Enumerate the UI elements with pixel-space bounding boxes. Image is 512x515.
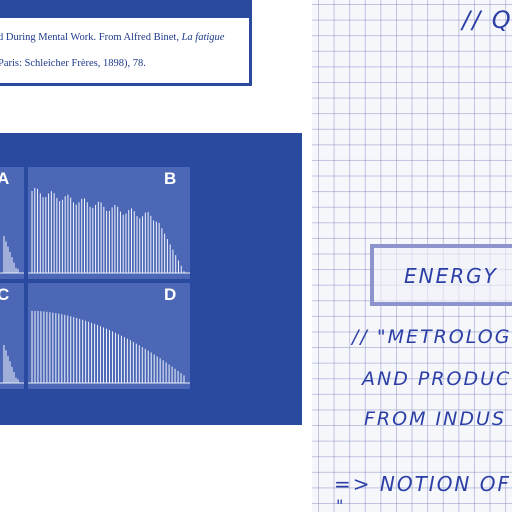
note-line-2: AND PRODUC (362, 368, 512, 390)
ergograph-plot-d: D (28, 283, 190, 389)
ergograph-plot-a: A (0, 167, 24, 279)
plot-a-label: A (0, 169, 10, 188)
grid-notebook-page: // Q ENERGY // "METROLOG AND PRODUC FROM… (312, 0, 512, 515)
note-line-3: FROM INDUS (364, 408, 506, 430)
ergograph-plot-c: C (0, 283, 24, 389)
plot-c-label: C (0, 285, 10, 304)
note-line-1: // "METROLOG (352, 326, 512, 348)
plot-d-trace (28, 310, 190, 384)
caption-book-title: La fatigue (181, 32, 225, 43)
plot-a-trace (0, 236, 24, 274)
ergograph-plot-b: B (28, 167, 190, 279)
ergograph-figure: A B C D (0, 133, 302, 425)
plot-b-label: B (164, 169, 177, 188)
note-line-5: " (336, 496, 346, 515)
caption-line-2: Paris: Schleicher Frères, 1898), 78. (0, 58, 146, 69)
note-energy: ENERGY (404, 264, 498, 288)
plot-c-trace (0, 345, 24, 384)
figure-caption-block: d During Mental Work. From Alfred Binet,… (0, 0, 252, 86)
note-line-4: => NOTION OF (334, 472, 511, 496)
caption-line-1-text: d During Mental Work. From Alfred Binet, (0, 32, 182, 43)
caption-line-1: d During Mental Work. From Alfred Binet,… (0, 32, 224, 43)
plot-d-label: D (164, 285, 177, 304)
article-page-left: d During Mental Work. From Alfred Binet,… (0, 0, 302, 425)
caption-top-edge (0, 0, 249, 18)
plot-b-trace (28, 187, 190, 274)
note-heading-top: // Q (462, 6, 512, 34)
energy-boxed-note: ENERGY (370, 244, 512, 306)
